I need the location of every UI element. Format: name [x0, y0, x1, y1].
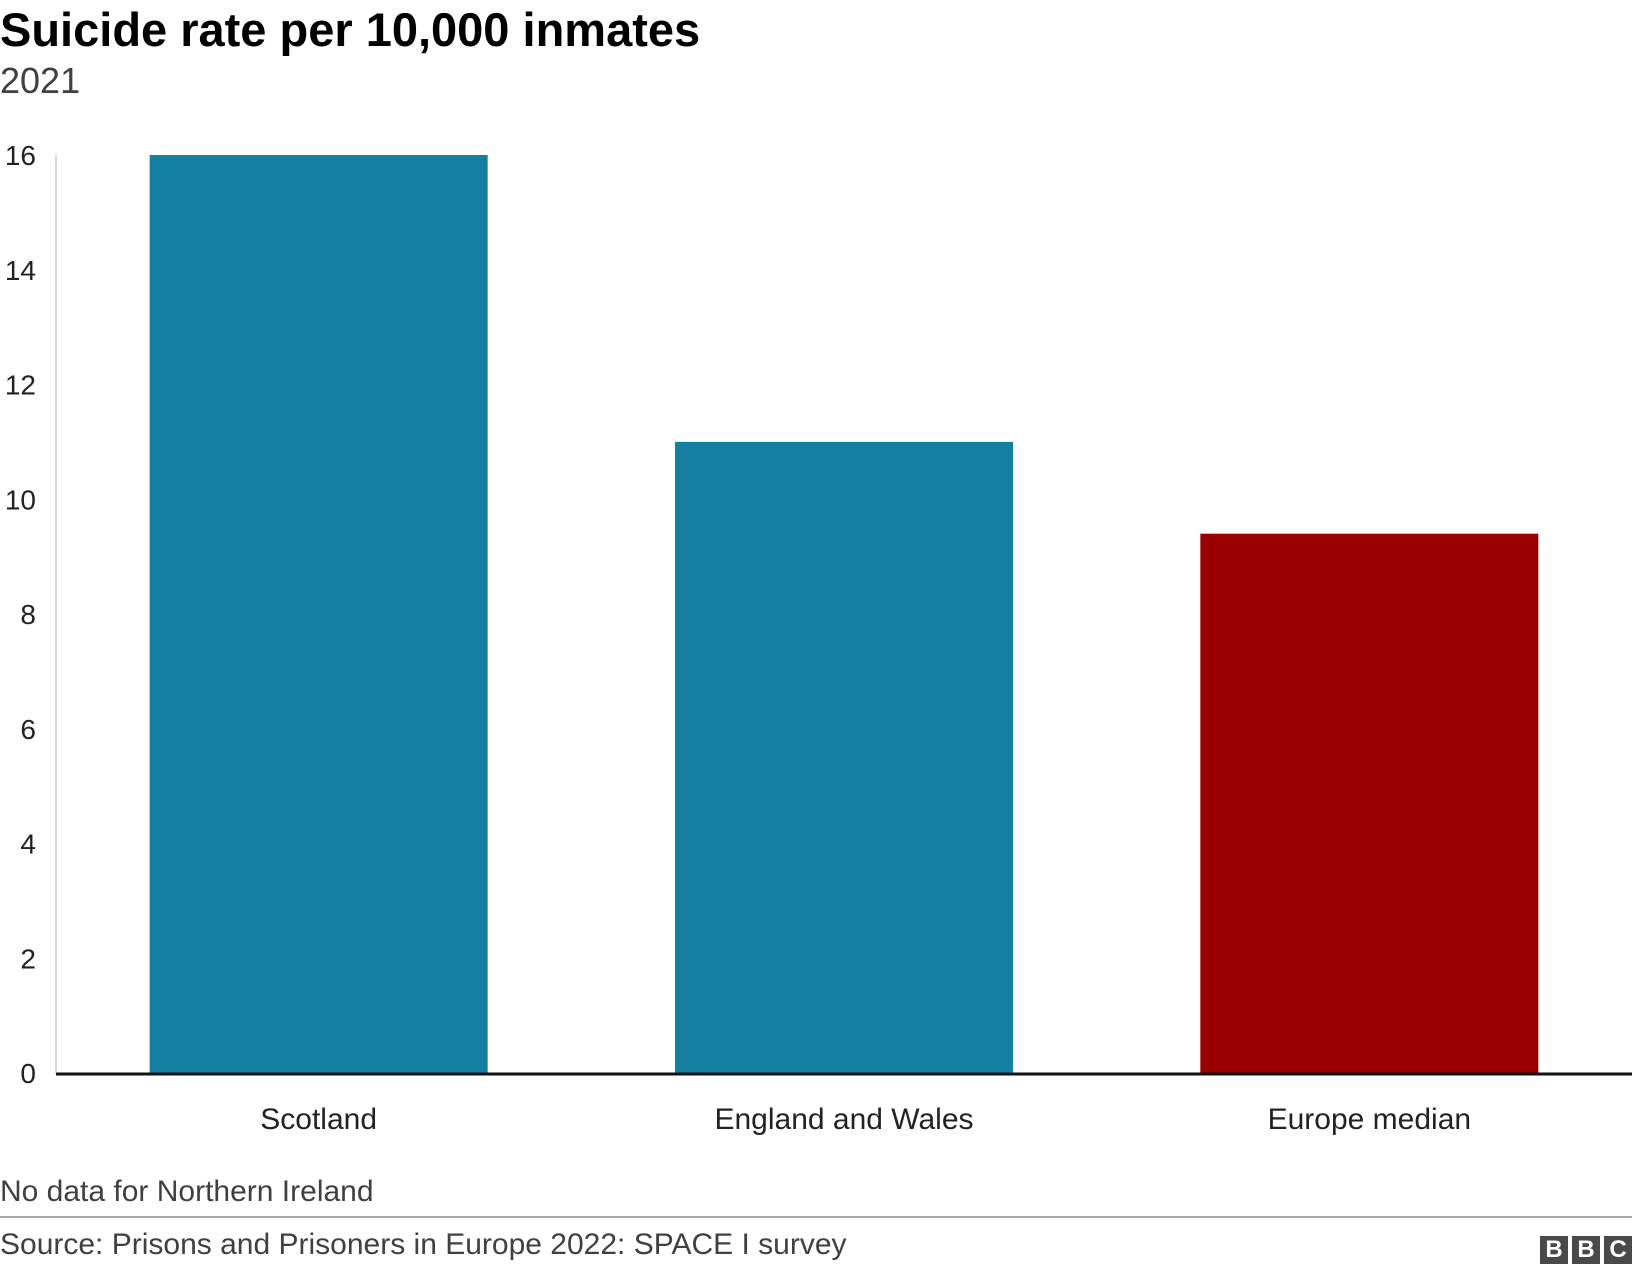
y-tick-label: 0 [20, 1058, 36, 1089]
bar [149, 155, 488, 1073]
bar-chart: 0 2 4 6 8 10 12 14 16 Scotland England and Wales E… [5, 140, 1632, 1136]
bar [1200, 533, 1539, 1073]
footer-divider [0, 1216, 1632, 1218]
x-tick-label: England and Wales [714, 1103, 973, 1136]
chart-source: Source: Prisons and Prisoners in Europe … [0, 1228, 847, 1261]
y-tick-label: 16 [5, 140, 36, 171]
chart-note: No data for Northern Ireland [0, 1175, 374, 1208]
y-tick-label: 2 [20, 943, 36, 974]
bbc-logo-block: C [1604, 1236, 1632, 1264]
y-tick-label: 12 [5, 370, 36, 401]
y-tick-label: 14 [5, 255, 36, 286]
x-axis: Scotland England and Wales Europe median [56, 1072, 1632, 1136]
y-tick-label: 8 [20, 599, 36, 630]
bbc-logo-block: B [1540, 1236, 1568, 1264]
bar [675, 441, 1013, 1073]
bbc-logo-block: B [1572, 1236, 1600, 1264]
x-tick-label: Scotland [260, 1103, 377, 1136]
bars [149, 155, 1539, 1073]
y-tick-label: 10 [5, 484, 36, 515]
y-tick-label: 6 [20, 714, 36, 745]
chart-title: Suicide rate per 10,000 inmates [0, 3, 701, 56]
x-tick-label: Europe median [1268, 1103, 1471, 1136]
chart-subtitle: 2021 [0, 60, 81, 101]
y-tick-label: 4 [20, 829, 36, 860]
y-axis: 0 2 4 6 8 10 12 14 16 [5, 140, 57, 1089]
